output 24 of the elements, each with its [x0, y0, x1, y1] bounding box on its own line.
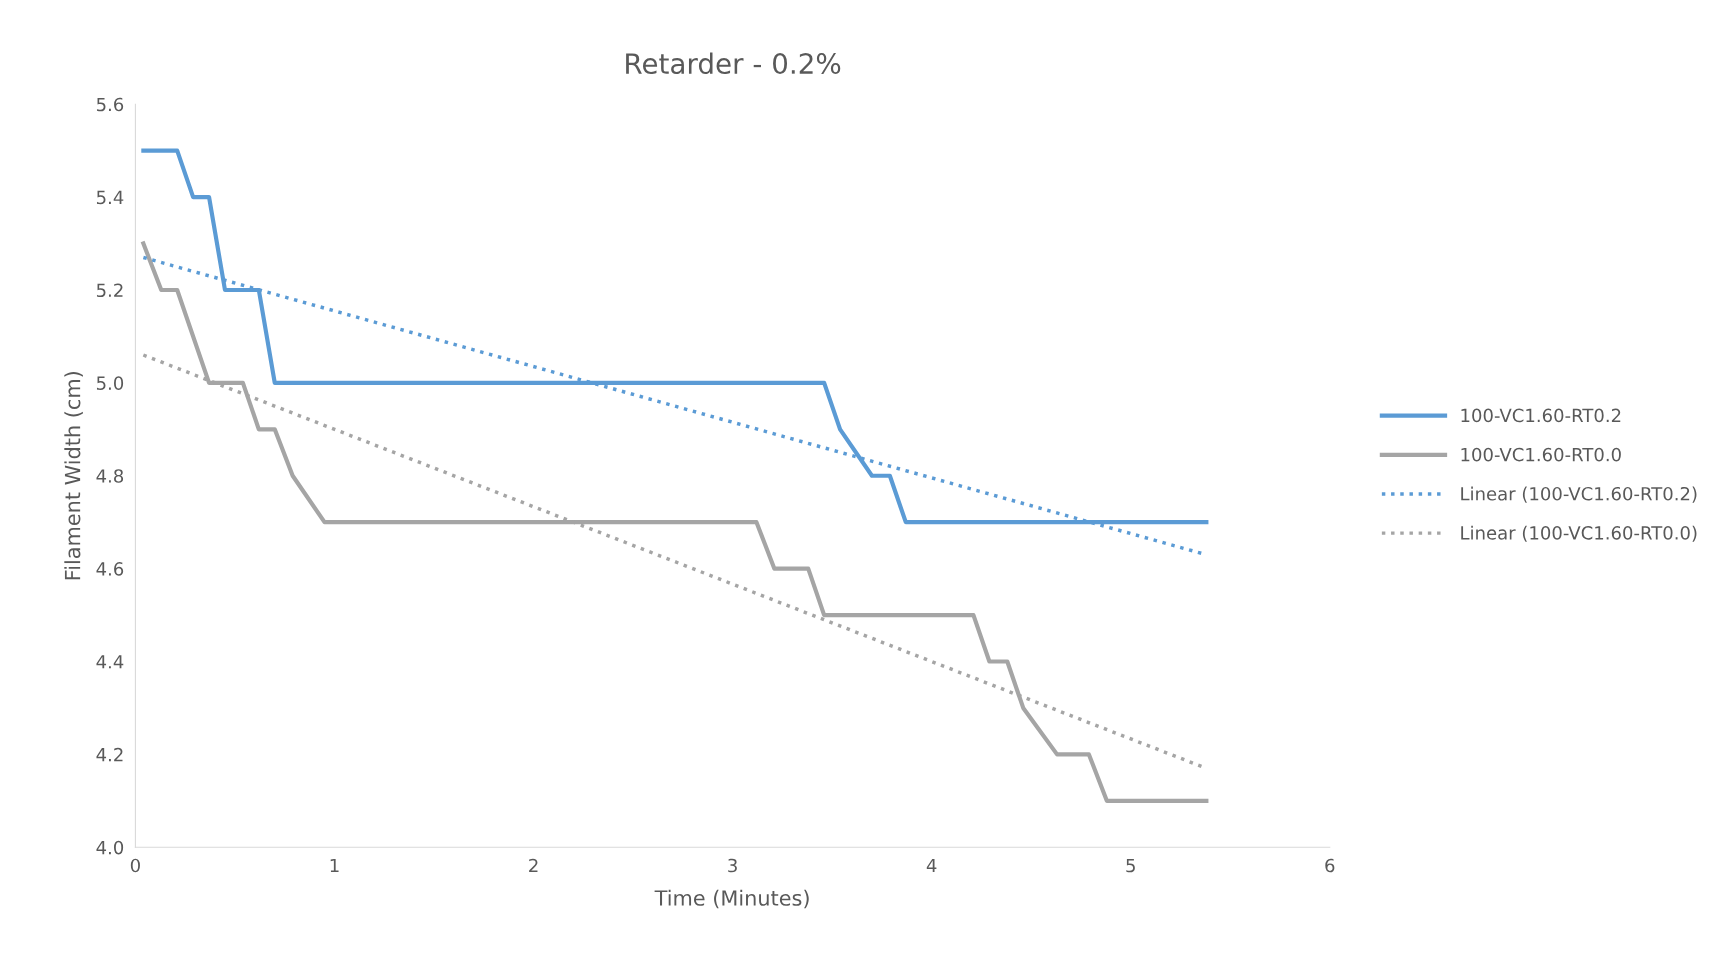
y-tick-label: 5.0	[96, 376, 124, 390]
chart-title: Retarder - 0.2%	[626, 52, 841, 75]
x-tick-label: 1	[330, 858, 339, 873]
y-tick-label: 4.2	[96, 747, 123, 762]
line-series	[141, 241, 1209, 803]
x-tick-label: 3	[728, 858, 737, 873]
x-axis-title: Time (Minutes)	[654, 889, 809, 909]
legend-label: 100-VC1.60-RT0.0	[1461, 447, 1621, 462]
y-tick-label: 5.6	[96, 97, 124, 112]
x-tick-label: 5	[1126, 858, 1135, 873]
y-tick-label: 5.2	[96, 283, 123, 298]
x-tick-label: 0	[130, 858, 140, 873]
legend-label: Linear (100-VC1.60-RT0.0)	[1461, 525, 1697, 542]
x-tick-label: 2	[529, 858, 538, 873]
legend-label: 100-VC1.60-RT0.2	[1461, 408, 1621, 423]
y-tick-label: 4.8	[96, 469, 124, 483]
y-tick-label: 4.0	[96, 840, 124, 855]
y-tick-label: 5.4	[96, 190, 124, 205]
y-axis-title: Filament Width (cm)	[64, 372, 83, 580]
legend-label: Linear (100-VC1.60-RT0.2)	[1461, 486, 1697, 503]
y-tick-label: 4.4	[96, 655, 124, 669]
x-tick-label: 6	[1325, 858, 1335, 873]
x-tick-label: 4	[926, 858, 937, 873]
y-tick-label: 4.6	[96, 562, 124, 576]
